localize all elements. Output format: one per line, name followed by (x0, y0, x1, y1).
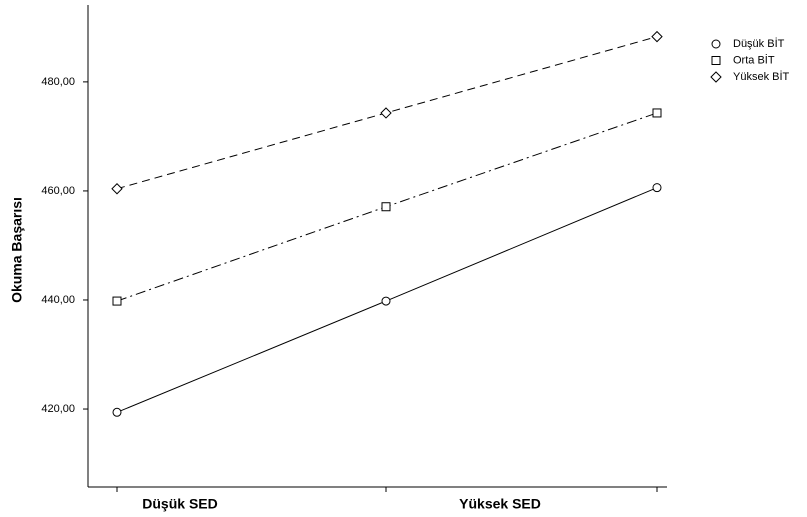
marker (380, 107, 392, 119)
x-tick-label: Yüksek SED (459, 496, 541, 512)
y-tick-label: 420,00 (41, 403, 75, 415)
marker (381, 202, 391, 212)
marker (112, 407, 122, 417)
marker (651, 30, 663, 43)
marker (112, 296, 122, 306)
y-tick-label: 480,00 (41, 76, 75, 88)
marker (652, 183, 662, 193)
legend-label: Orta BİT (733, 53, 775, 66)
legend-label: Düşük BİT (733, 37, 785, 50)
marker (111, 183, 123, 195)
marker (381, 296, 391, 306)
legend-marker (711, 56, 721, 65)
y-axis-label: Okuma Başarısı (9, 197, 25, 303)
y-tick-label: 440,00 (41, 294, 75, 306)
marker (652, 108, 662, 118)
legend-marker (711, 39, 721, 49)
legend-marker (710, 71, 722, 83)
x-tick-label: Düşük SED (142, 496, 217, 512)
y-tick-label: 460,00 (41, 185, 75, 197)
legend-label: Yüksek BİT (733, 70, 790, 83)
